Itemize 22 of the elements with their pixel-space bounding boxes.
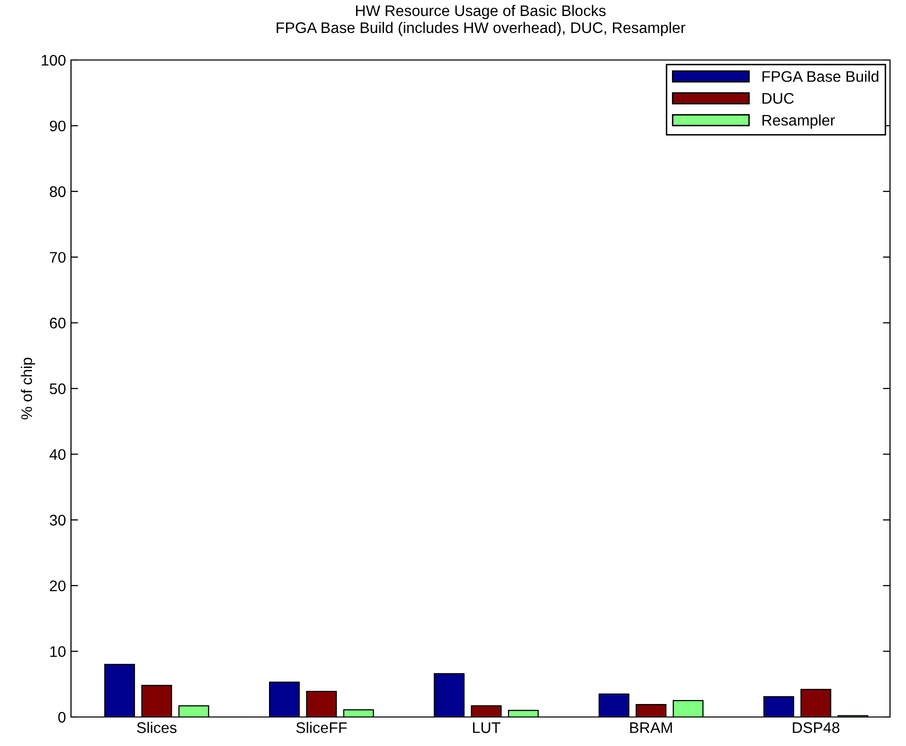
- y-axis-title: % of chip: [20, 358, 36, 420]
- y-tick-label: 10: [50, 646, 66, 657]
- x-tick-label: BRAM: [630, 722, 672, 733]
- chart-subtitle: FPGA Base Build (includes HW overhead), DUC, Resampler: [276, 22, 686, 36]
- y-tick-label: 100: [42, 54, 66, 66]
- legend-label: Resampler: [762, 114, 835, 129]
- y-tick-label: 70: [50, 252, 66, 263]
- y-tick-label: 90: [50, 120, 66, 132]
- x-tick-label: Slices: [137, 722, 177, 734]
- y-tick-label: 30: [50, 514, 66, 526]
- y-tick-label: 60: [50, 318, 66, 328]
- chart-title: HW Resource Usage of Basic Blocks: [356, 4, 606, 20]
- y-tick-label: 0: [58, 712, 66, 723]
- legend-label: DUC: [762, 92, 794, 104]
- y-tick-label: 50: [50, 383, 66, 394]
- x-tick-label: DSP48: [792, 722, 840, 734]
- x-tick-label: SliceFF: [296, 722, 347, 734]
- legend-label: FPGA Base Build: [762, 70, 878, 82]
- y-tick-label: 40: [50, 449, 66, 460]
- y-tick-label: 20: [50, 580, 66, 592]
- y-tick-label: 80: [50, 186, 66, 198]
- x-tick-label: LUT: [473, 722, 500, 734]
